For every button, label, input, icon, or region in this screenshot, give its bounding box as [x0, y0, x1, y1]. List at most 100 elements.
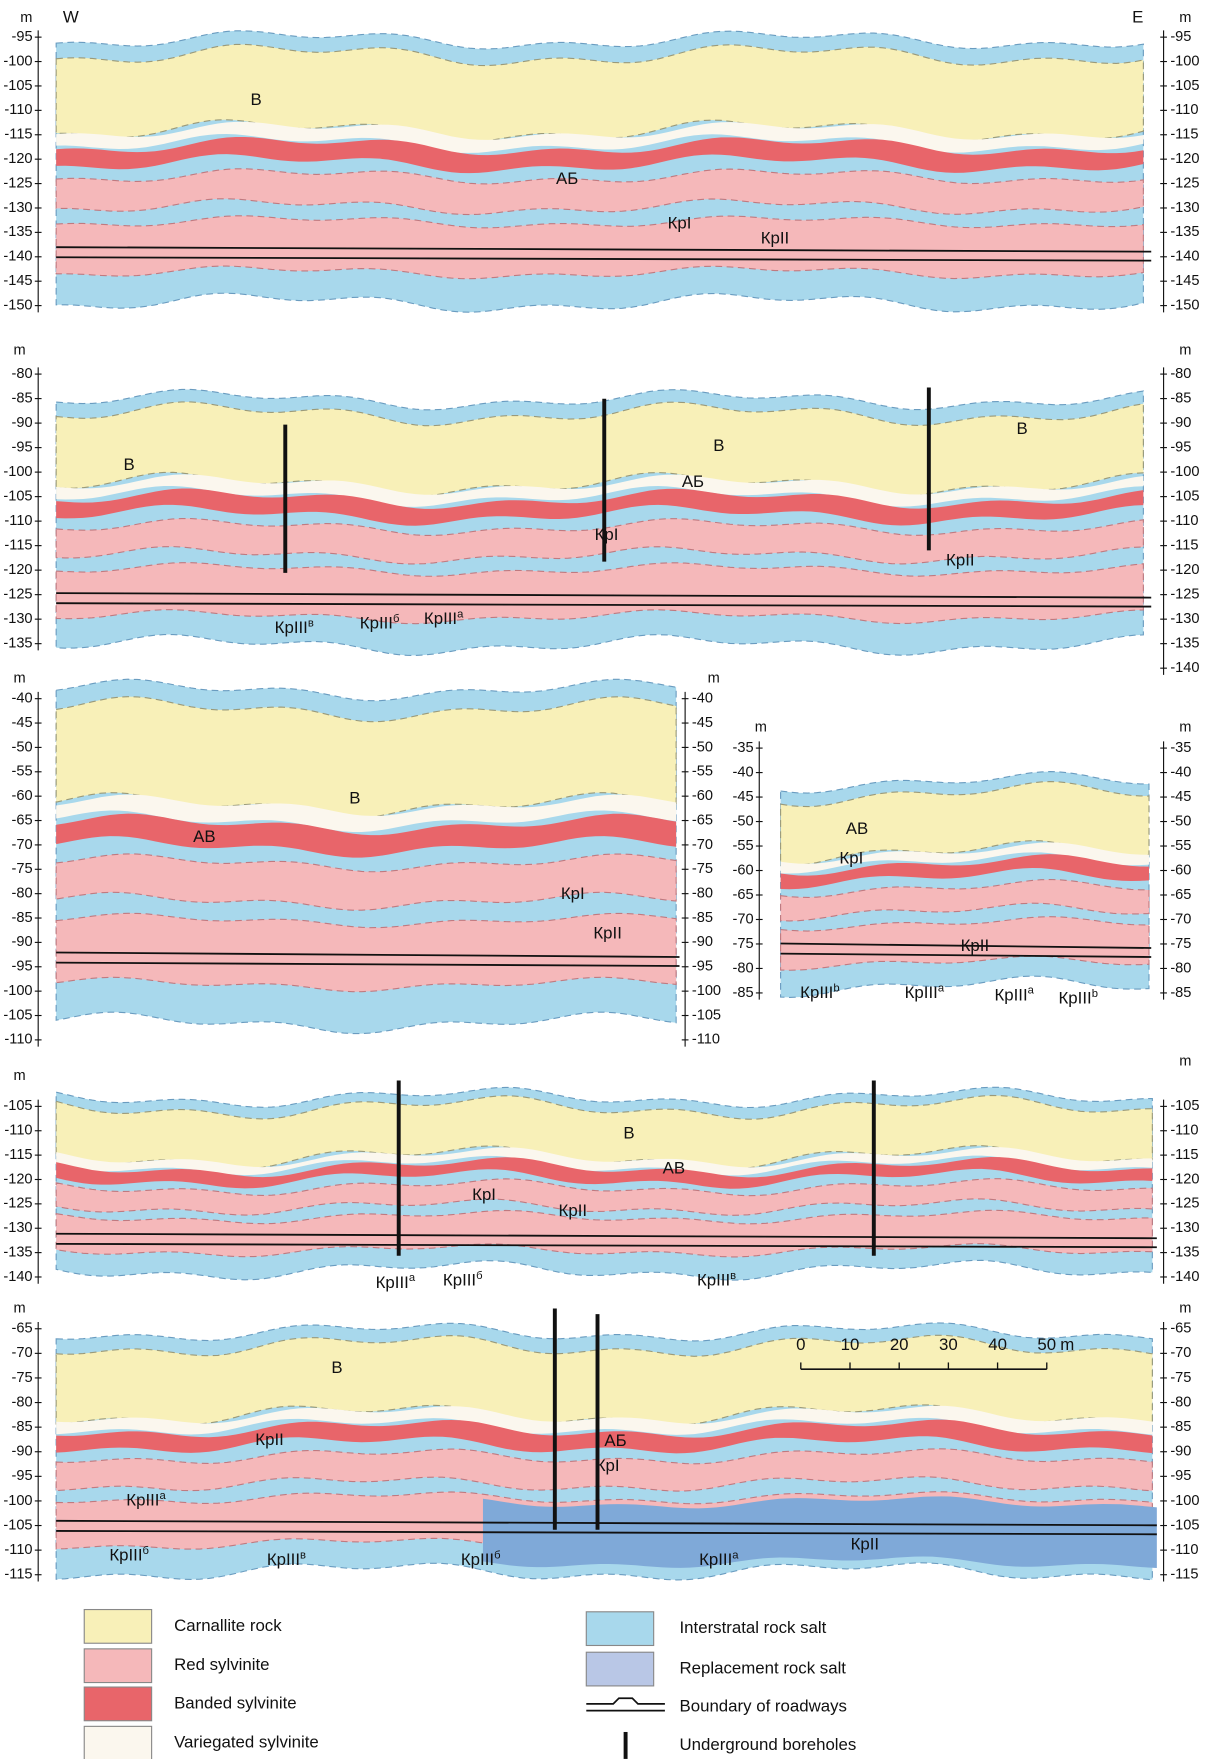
layer-label-text: КрIII [267, 1551, 300, 1570]
layer-label-sup: а [457, 608, 464, 620]
y-tick-label: -115 [4, 537, 32, 553]
y-tick-label: -100 [1170, 53, 1199, 69]
scale-label: 30 [939, 1335, 958, 1354]
layer-label-text: АВ [846, 820, 868, 839]
y-tick-label: -70 [1170, 911, 1191, 927]
layer-label: КрI [595, 525, 619, 544]
layer-label-text: КрIII [461, 1551, 494, 1570]
axis-unit: m [13, 342, 25, 358]
y-tick-label: -95 [11, 1468, 32, 1484]
layer-label-text: КрII [559, 1201, 588, 1220]
roadway-boundary [56, 246, 1152, 262]
rock-layer [55, 1178, 1153, 1216]
y-tick-label: -80 [692, 886, 713, 902]
y-tick-label: -95 [11, 29, 32, 45]
rock-layer [482, 1496, 1157, 1568]
layer-label: КрI [596, 1456, 620, 1475]
y-tick-label: -65 [692, 812, 713, 828]
y-tick-label: -105 [692, 1007, 721, 1023]
y-tick-label: -125 [1170, 587, 1199, 603]
y-tick-label: -50 [692, 739, 713, 755]
legend-label: Banded sylvinite [174, 1693, 297, 1712]
direction-label: W [63, 7, 79, 26]
y-tick-label: -90 [11, 415, 32, 431]
y-tick-label: -75 [1170, 936, 1191, 952]
axis-unit: m [20, 10, 32, 26]
layer-label-sup: а [159, 1490, 166, 1502]
y-tick-label: -70 [11, 837, 32, 853]
y-tick-label: -95 [1170, 1468, 1191, 1484]
y-tick-label: -100 [692, 983, 721, 999]
layer-label: КрIIIа [424, 608, 464, 628]
layer-label-sup: в [308, 617, 314, 629]
scale-label: 10 [841, 1335, 860, 1354]
y-tick-label: -110 [1170, 102, 1198, 118]
y-tick-label: -120 [1170, 562, 1199, 578]
y-tick-label: -70 [1170, 1345, 1191, 1361]
roadway-boundary [56, 1232, 1157, 1249]
layer-label: В [250, 91, 261, 110]
rock-layer [55, 401, 1144, 498]
y-tick-label: -80 [1170, 960, 1191, 976]
y-tick-label: -125 [1170, 1196, 1199, 1212]
rock-layer [780, 878, 1150, 922]
layer-label: АВ [663, 1159, 685, 1178]
scale-label: 0 [796, 1335, 805, 1354]
y-tick-label: -105 [3, 78, 32, 94]
layer-label: КрIIIб [360, 613, 400, 633]
y-tick-label: -115 [4, 127, 32, 143]
layer-label-text: КрII [961, 936, 990, 955]
legend-swatch [585, 1651, 655, 1687]
y-tick-label: -95 [11, 959, 32, 975]
y-tick-label: -105 [3, 1098, 32, 1114]
layer-label-text: КрII [255, 1431, 284, 1450]
layer-label: КрII [946, 551, 975, 570]
y-tick-label: -120 [3, 562, 32, 578]
y-tick-label: -85 [11, 390, 32, 406]
y-tick-label: -85 [1170, 1419, 1191, 1435]
rock-layer [56, 136, 1144, 174]
layer-label-text: В [1016, 420, 1027, 439]
y-tick-label: -115 [4, 1147, 32, 1163]
scale-label: 40 [988, 1335, 1007, 1354]
y-tick-label: -40 [692, 691, 713, 707]
layer-label-text: КрIII [376, 1273, 409, 1292]
y-tick-label: -150 [3, 297, 32, 313]
rock-layer [56, 1419, 1153, 1454]
legend-label: Carnallite rock [174, 1616, 282, 1635]
legend-swatch [83, 1725, 153, 1759]
layer-label-text: АВ [663, 1159, 685, 1178]
y-tick-label: -100 [3, 53, 32, 69]
y-tick-label: -115 [1170, 1567, 1198, 1583]
legend-label: Interstratal rock salt [680, 1618, 827, 1637]
y-tick-label: -110 [1170, 1123, 1198, 1139]
rock-layer [56, 1157, 1153, 1189]
layer-label-sup: б [393, 613, 399, 625]
rock-layer [56, 1405, 1153, 1435]
y-tick-label: -95 [11, 439, 32, 455]
y-tick-label: -115 [4, 1567, 32, 1583]
layer-label-text: КрIII [994, 986, 1027, 1005]
legend-symbol [586, 1697, 665, 1712]
y-tick-label: -45 [692, 715, 713, 731]
layer-label: В [1016, 420, 1027, 439]
layer-label-text: КрIII [699, 1551, 732, 1570]
y-tick-label: -130 [3, 611, 32, 627]
layer-label-sup: a [938, 982, 945, 994]
y-tick-label: -125 [3, 1196, 32, 1212]
y-tick-label: -70 [733, 911, 754, 927]
roadway-boundary [56, 951, 680, 967]
rock-layer [56, 1147, 1153, 1176]
y-tick-label: -110 [1170, 513, 1198, 529]
y-tick-label: -135 [3, 1244, 32, 1260]
y-tick-label: -115 [1170, 1147, 1198, 1163]
y-tick-label: -110 [4, 1032, 32, 1048]
y-tick-label: -85 [1170, 985, 1191, 1001]
y-tick-label: -65 [733, 887, 754, 903]
y-tick-label: -80 [1170, 1394, 1191, 1410]
scale-label: 50 [1037, 1335, 1056, 1354]
layer-label-sup: b [833, 982, 839, 994]
rock-layer [55, 1334, 1153, 1426]
rock-layer [56, 121, 1144, 153]
layer-label: КрIIIв [267, 1550, 306, 1570]
